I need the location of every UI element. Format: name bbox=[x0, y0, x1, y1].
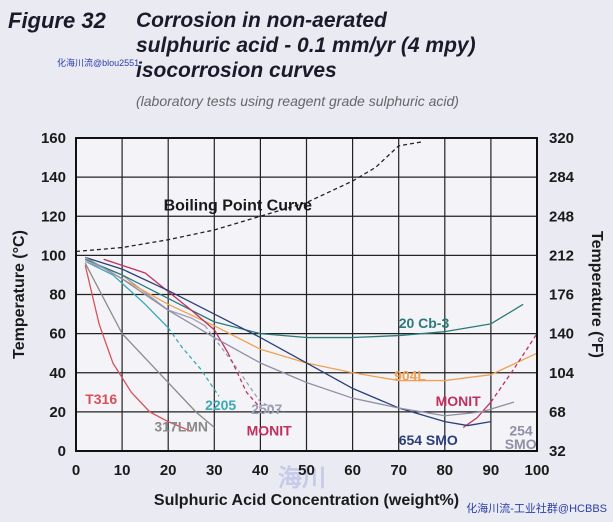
y-tick-label-right: 104 bbox=[549, 365, 575, 382]
watermark-center: 海川 bbox=[278, 465, 326, 492]
curve-label: SMO bbox=[505, 436, 537, 452]
series-line bbox=[84, 258, 524, 339]
series-line bbox=[204, 325, 284, 413]
x-axis-title: Sulphuric Acid Concentration (weight%) bbox=[154, 492, 459, 509]
y-tick-label-left: 100 bbox=[41, 247, 66, 264]
y-tick-label-right: 176 bbox=[549, 287, 574, 304]
x-tick-label: 100 bbox=[524, 462, 549, 479]
curve-labels: Boiling Point Curve T316 2205 2507 317LMN MON… bbox=[85, 197, 537, 452]
series-line bbox=[84, 256, 515, 417]
grid bbox=[76, 138, 537, 451]
y-tick-label-right: 68 bbox=[549, 404, 566, 421]
figure-title: Corrosion in non-aerated sulphuric acid … bbox=[136, 8, 476, 83]
curve-label: MONIT bbox=[436, 393, 482, 409]
y-tick-label-right: 32 bbox=[549, 443, 566, 460]
y-tick-label-left: 0 bbox=[58, 443, 66, 460]
x-tick-label: 90 bbox=[483, 462, 500, 479]
y-tick-label-left: 140 bbox=[41, 169, 66, 186]
x-tick-label: 50 bbox=[298, 462, 315, 479]
x-tick-label: 70 bbox=[390, 462, 407, 479]
series-line bbox=[227, 352, 261, 409]
series-line bbox=[84, 262, 215, 429]
y-tick-label-left: 120 bbox=[41, 208, 66, 225]
x-tick-label: 10 bbox=[114, 462, 131, 479]
y-axis-title-right: Temperature (°F) bbox=[588, 231, 605, 358]
figure-number: Figure 32 bbox=[8, 8, 106, 33]
series-line bbox=[84, 260, 169, 329]
y-tick-label-left: 160 bbox=[41, 130, 66, 147]
figure-subtitle: (laboratory tests using reagent grade su… bbox=[136, 93, 459, 109]
figure-title-line-3: isocorrosion curves bbox=[136, 59, 337, 82]
curve-label: 20 Cb-3 bbox=[399, 315, 450, 331]
watermark-bottom: 化海川流-工业社群@HCBBS bbox=[466, 503, 607, 515]
x-tick-label: 20 bbox=[160, 462, 177, 479]
series-line bbox=[167, 327, 220, 397]
figure-title-line-1: Corrosion in non-aerated bbox=[136, 9, 387, 32]
curve-label: 654 SMO bbox=[399, 432, 458, 448]
curve-label: T316 bbox=[85, 391, 117, 407]
y-tick-label-right: 248 bbox=[549, 208, 574, 225]
y-axis-title-left: Temperature (°C) bbox=[11, 230, 28, 359]
y-tick-label-left: 80 bbox=[49, 287, 66, 304]
ticks: 0 10 20 30 40 50 60 70 80 90 100 0 32 20 68 40 104 60 140 8… bbox=[41, 130, 575, 479]
y-tick-label-right: 140 bbox=[549, 326, 574, 343]
y-tick-label-right: 284 bbox=[549, 169, 575, 186]
series-line bbox=[103, 258, 229, 354]
x-tick-label: 0 bbox=[72, 462, 80, 479]
plot-frame bbox=[75, 137, 538, 452]
x-tick-label: 60 bbox=[344, 462, 361, 479]
series-line bbox=[84, 265, 192, 433]
curve-label: 317LMN bbox=[154, 418, 208, 434]
curve-label: 254 bbox=[509, 422, 533, 438]
y-tick-label-left: 60 bbox=[49, 326, 66, 343]
x-tick-label: 30 bbox=[206, 462, 223, 479]
series-line bbox=[462, 401, 492, 429]
curve-label: 2507 bbox=[251, 401, 282, 417]
y-tick-label-left: 40 bbox=[49, 365, 66, 382]
curve-label: 2205 bbox=[205, 397, 236, 413]
curve-label: 904L bbox=[394, 368, 426, 384]
x-tick-label: 80 bbox=[436, 462, 453, 479]
curves bbox=[75, 141, 538, 433]
figure-title-line-2: sulphuric acid - 0.1 mm/yr (4 mpy) bbox=[136, 34, 476, 57]
curve-label: Boiling Point Curve bbox=[164, 197, 313, 214]
y-tick-label-left: 20 bbox=[49, 404, 66, 421]
y-tick-label-right: 212 bbox=[549, 247, 574, 264]
x-tick-label: 40 bbox=[252, 462, 269, 479]
series-line bbox=[85, 256, 492, 427]
series-line bbox=[75, 141, 422, 253]
watermark-top: 化海川流@blou2551 bbox=[57, 58, 140, 68]
curve-label: MONIT bbox=[247, 422, 293, 438]
y-tick-label-right: 320 bbox=[549, 130, 574, 147]
